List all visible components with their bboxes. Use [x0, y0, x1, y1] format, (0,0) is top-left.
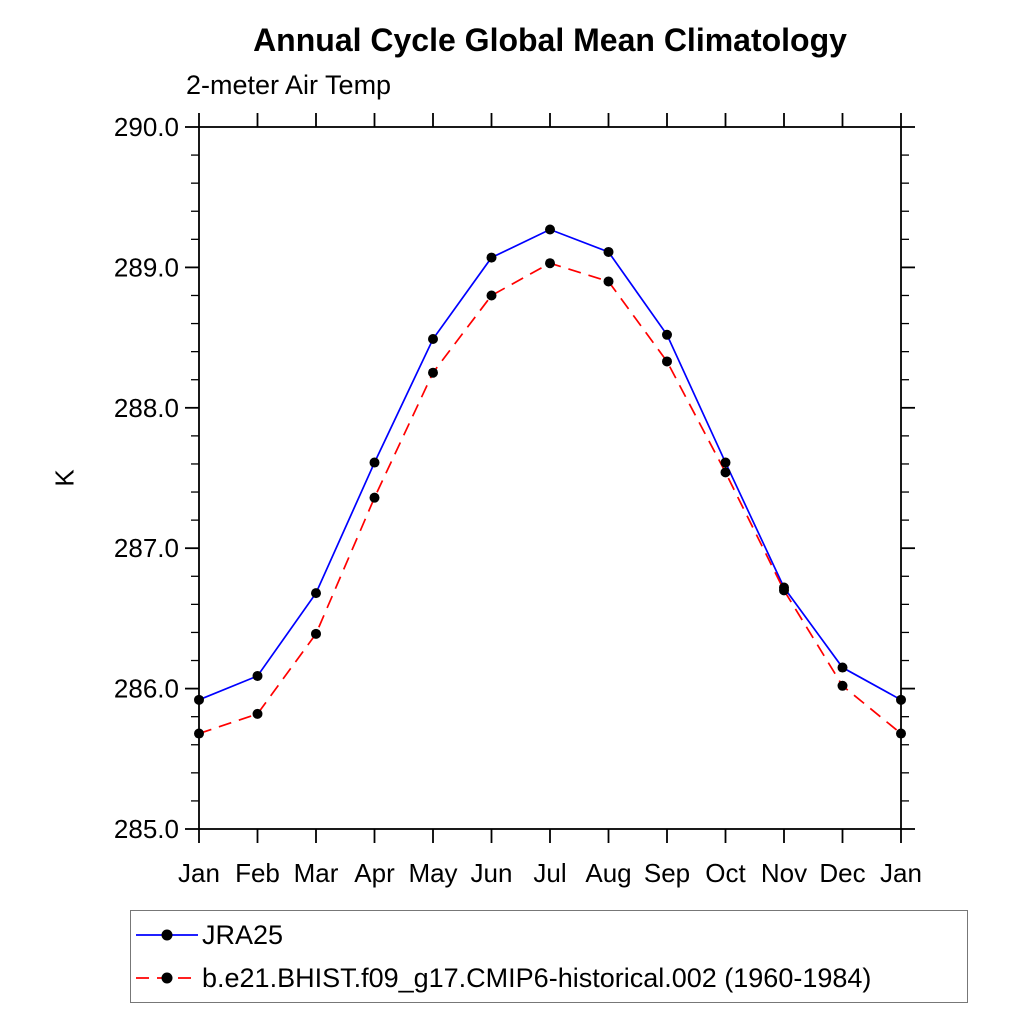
legend-label-cmip6: b.e21.BHIST.f09_g17.CMIP6-historical.002…	[202, 962, 872, 993]
x-tick-label: Jan	[178, 858, 220, 888]
legend-item-cmip6: b.e21.BHIST.f09_g17.CMIP6-historical.002…	[134, 957, 967, 1000]
x-tick-label: Jan	[880, 858, 922, 888]
data-point-marker	[720, 457, 731, 468]
data-point-marker	[896, 694, 906, 705]
data-point-marker	[779, 585, 789, 596]
legend-item-jra25: JRA25	[134, 914, 967, 957]
data-point-marker	[428, 334, 438, 345]
data-point-marker	[311, 628, 321, 639]
x-tick-label: Dec	[819, 858, 865, 888]
y-tick-label: 289.0	[114, 252, 179, 282]
chart-subtitle: 2-meter Air Temp	[186, 70, 392, 100]
data-point-marker	[662, 329, 672, 340]
legend-label-jra25: JRA25	[202, 919, 284, 950]
data-point-marker	[603, 276, 614, 287]
data-point-marker	[837, 662, 848, 673]
x-tick-label: Jul	[533, 858, 566, 888]
x-tick-label: Oct	[705, 858, 746, 888]
data-point-marker	[252, 670, 263, 681]
data-point-marker	[428, 367, 438, 378]
data-point-marker	[369, 492, 380, 503]
x-tick-label: May	[408, 858, 457, 888]
data-point-marker	[837, 680, 848, 691]
x-tick-label: Aug	[585, 858, 631, 888]
legend-box: JRA25 b.e21.BHIST.f09_g17.CMIP6-historic…	[130, 910, 968, 1003]
x-tick-label: Feb	[235, 858, 280, 888]
data-point-marker	[194, 694, 204, 705]
y-tick-label: 287.0	[114, 533, 179, 563]
data-point-marker	[545, 224, 555, 235]
chart-title: Annual Cycle Global Mean Climatology	[253, 22, 847, 58]
x-tick-label: Jun	[471, 858, 513, 888]
legend-line-sample-jra25	[136, 929, 198, 941]
data-point-marker	[369, 457, 380, 468]
data-point-marker	[486, 290, 497, 301]
y-tick-label: 286.0	[114, 674, 179, 704]
data-point-marker	[311, 588, 321, 599]
data-point-marker	[252, 708, 263, 719]
data-point-marker	[720, 467, 731, 478]
series-line-1	[198, 262, 902, 735]
x-tick-label: Mar	[294, 858, 339, 888]
y-tick-label: 290.0	[114, 112, 179, 142]
data-point-marker	[603, 246, 614, 257]
legend-line-sample-cmip6	[136, 972, 198, 984]
series-line-0	[198, 228, 902, 701]
x-tick-label: Sep	[644, 858, 690, 888]
data-point-marker	[896, 728, 906, 739]
data-point-marker	[545, 258, 555, 269]
y-tick-label: 285.0	[114, 814, 179, 844]
data-point-marker	[486, 252, 497, 263]
y-tick-label: 288.0	[114, 393, 179, 423]
x-tick-label: Nov	[761, 858, 807, 888]
data-point-marker	[662, 356, 672, 367]
x-tick-label: Apr	[354, 858, 395, 888]
data-point-marker	[194, 728, 204, 739]
